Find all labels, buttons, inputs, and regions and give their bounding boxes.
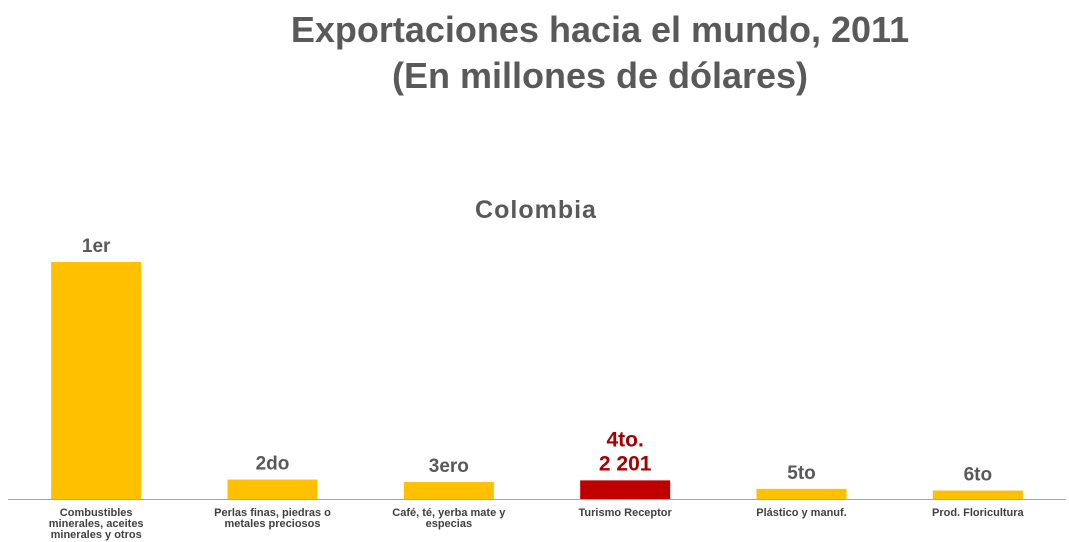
category-label-2-1: Perlas finas, piedras o xyxy=(214,507,331,519)
category-label-6-1: Prod. Floricultura xyxy=(932,507,1025,519)
rank-label-6: 6to xyxy=(964,465,993,486)
rank-label-1: 1er xyxy=(82,236,111,257)
bar-5 xyxy=(756,488,847,499)
bar-4 xyxy=(580,480,671,499)
bar-3 xyxy=(403,482,494,499)
rank-label-5: 5to xyxy=(787,463,816,484)
rank-label-2: 2do xyxy=(256,454,290,475)
category-label-3-1: Café, té, yerba mate y xyxy=(392,507,506,519)
category-label-3-2: especias xyxy=(426,518,472,530)
category-label-2-2: metales preciosos xyxy=(225,518,321,530)
category-label-1-2: minerales, aceites xyxy=(49,518,144,530)
category-label-4-1: Turismo Receptor xyxy=(579,507,673,519)
category-label-5-1: Plástico y manuf. xyxy=(756,507,846,519)
category-label-1-3: minerales y otros xyxy=(51,529,142,541)
bar-2 xyxy=(227,479,318,499)
bar-1 xyxy=(51,262,142,499)
rank-label-4-1: 4to. xyxy=(606,428,643,451)
category-label-1-1: Combustibles xyxy=(60,507,133,519)
chart-subtitle: Colombia xyxy=(475,196,597,224)
rank-label-4-2: 2 201 xyxy=(599,452,652,475)
chart-title-line2: (En millones de dólares) xyxy=(391,55,809,96)
chart-title-line1: Exportaciones hacia el mundo, 2011 xyxy=(290,9,910,50)
rank-label-3: 3ero xyxy=(429,456,469,477)
bar-6 xyxy=(932,490,1023,499)
